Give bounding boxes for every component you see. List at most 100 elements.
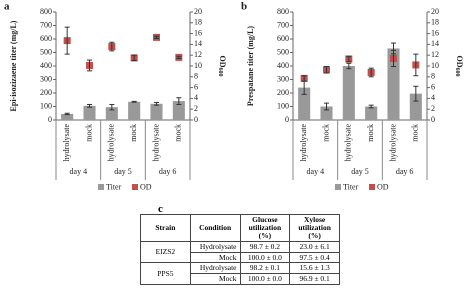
cell: 97.5 ± 0.4 <box>289 251 340 264</box>
y2-tick-label: 10 <box>431 61 439 70</box>
x-tick-label: mock <box>174 124 183 142</box>
panel-label: b <box>241 1 247 13</box>
cell: Hydrolysate <box>189 262 241 275</box>
legend-label: Titer <box>343 182 359 191</box>
legend-swatch <box>132 184 138 190</box>
row: Mock 100.0 ± 0.0 97.5 ± 0.4 <box>141 251 340 264</box>
header-cell: Xylose utilization (%) <box>289 214 340 242</box>
bar <box>172 101 185 120</box>
cell: 23.0 ± 6.1 <box>289 240 340 253</box>
y2-tick-label: 12 <box>431 50 439 59</box>
cell: 15.6 ± 1.3 <box>289 262 340 275</box>
y-axis-label: Epi-isozizaene titer (mg/L) <box>9 20 18 111</box>
y2-tick-label: 8 <box>431 72 435 81</box>
y2-tick-label: 20 <box>431 7 439 16</box>
y2-tick-label: 8 <box>194 72 198 81</box>
y-tick-label: 0 <box>48 115 52 124</box>
x-tick-label: hydrolysate <box>344 124 353 162</box>
bar <box>150 103 163 120</box>
y-tick-label: 100 <box>277 101 289 110</box>
cell: Mock <box>189 273 241 286</box>
bar <box>342 66 355 120</box>
cell: 100.0 ± 0.0 <box>239 251 291 264</box>
legend-label: Titer <box>106 182 122 191</box>
cell: Hydrolysate <box>189 240 241 253</box>
y2-axis-label-main: OD <box>455 56 464 68</box>
header-row: Strain Condition Glucose utilization (%) Xy… <box>140 214 340 242</box>
y-tick-label: 600 <box>277 34 289 43</box>
y-tick-label: 800 <box>277 7 289 16</box>
y2-axis-label-sub: 600 <box>454 68 460 77</box>
y2-tick-label: 18 <box>194 18 202 27</box>
group-label: day 5 <box>351 167 369 176</box>
cell: 98.7 ± 0.2 <box>239 240 291 253</box>
bar <box>128 101 141 120</box>
y2-axis-label-main: OD <box>218 56 227 68</box>
y-tick-label: 200 <box>277 88 289 97</box>
y2-tick-label: 2 <box>431 104 435 113</box>
x-tick-label: hydrolysate <box>151 124 160 162</box>
group-label: day 6 <box>159 167 177 176</box>
utilization-table: Strain Condition Glucose utilization (%) Xy… <box>140 214 340 286</box>
y2-axis-label: OD600 <box>217 56 228 77</box>
cell: EIZS2 <box>140 240 191 264</box>
y-tick-label: 400 <box>40 61 52 70</box>
x-tick-label: mock <box>129 124 138 142</box>
header-cell: Glucose utilization (%) <box>239 214 291 242</box>
cell: 98.2 ± 0.1 <box>239 262 291 275</box>
y2-tick-label: 0 <box>431 115 435 124</box>
y2-tick-label: 18 <box>431 18 439 27</box>
x-tick-label: hydrolysate <box>107 124 116 162</box>
y2-tick-label: 14 <box>431 39 439 48</box>
bar <box>83 105 96 120</box>
cell: PPS5 <box>140 262 191 286</box>
y2-tick-label: 6 <box>431 82 435 91</box>
y2-tick-label: 12 <box>194 50 202 59</box>
y-tick-label: 400 <box>277 61 289 70</box>
y-tick-label: 700 <box>40 20 52 29</box>
y-tick-label: 800 <box>40 7 52 16</box>
y2-tick-label: 2 <box>194 104 198 113</box>
bar <box>61 113 74 120</box>
y2-tick-label: 16 <box>194 28 202 37</box>
y2-tick-label: 4 <box>194 93 198 102</box>
x-tick-label: mock <box>84 124 93 142</box>
group-label: day 5 <box>114 167 132 176</box>
bar <box>387 48 400 121</box>
y2-tick-label: 6 <box>194 82 198 91</box>
x-tick-label: mock <box>321 124 330 142</box>
header-cell: Condition <box>189 214 241 242</box>
bar <box>298 87 311 120</box>
y-tick-label: 300 <box>40 74 52 83</box>
legend-swatch <box>369 184 375 190</box>
y-tick-label: 600 <box>40 34 52 43</box>
group-label: day 4 <box>70 167 88 176</box>
y2-tick-label: 14 <box>194 39 202 48</box>
legend-swatch <box>98 184 104 190</box>
bar <box>365 106 378 120</box>
y2-axis-label-sub: 600 <box>217 68 223 77</box>
y-tick-label: 300 <box>277 74 289 83</box>
x-tick-label: hydrolysate <box>299 124 308 162</box>
group-label: day 4 <box>307 167 325 176</box>
y2-tick-label: 10 <box>194 61 202 70</box>
y-tick-label: 500 <box>277 47 289 56</box>
y2-tick-label: 16 <box>431 28 439 37</box>
y-tick-label: 100 <box>40 101 52 110</box>
row: Mock 100.0 ± 0.0 96.9 ± 0.1 <box>141 273 340 286</box>
cell: Mock <box>189 251 241 264</box>
x-tick-label: mock <box>411 124 420 142</box>
bar <box>320 106 333 120</box>
y-axis-label: Prespatane titer (mg/L) <box>246 26 255 106</box>
legend-label: OD <box>377 182 389 191</box>
y2-axis-label: OD600 <box>454 56 465 77</box>
x-tick-label: hydrolysate <box>62 124 71 162</box>
y2-tick-label: 4 <box>431 93 435 102</box>
header-cell: Strain <box>140 214 191 242</box>
y-tick-label: 500 <box>40 47 52 56</box>
cell: 96.9 ± 0.1 <box>289 273 340 286</box>
row: EIZS2 Hydrolysate 98.7 ± 0.2 23.0 ± 6.1 <box>140 240 340 264</box>
x-tick-label: hydrolysate <box>388 124 397 162</box>
